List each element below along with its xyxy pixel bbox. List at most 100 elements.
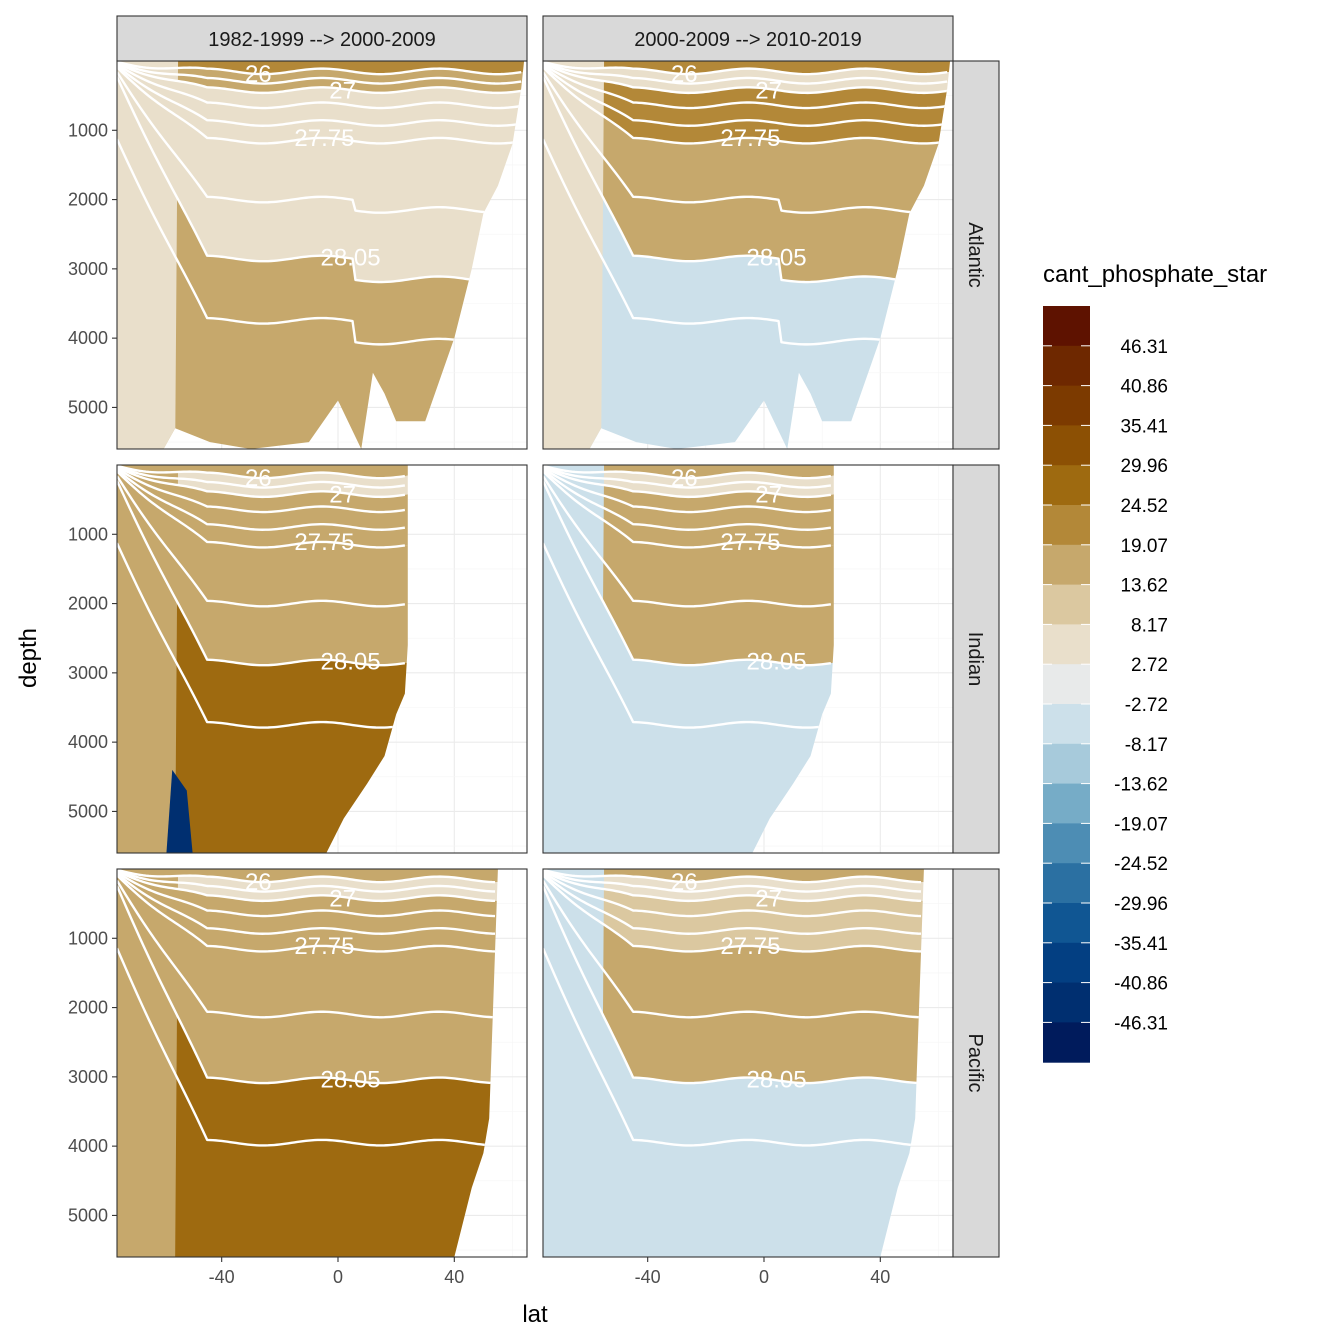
isopycnal-label: 27.75 [720,933,780,960]
facet-strip-column-label: 2000-2009 --> 2010-2019 [634,29,861,51]
legend-label: 40.86 [1120,377,1168,398]
band-upper-deep [543,471,834,666]
isopycnal-line [543,62,948,95]
legend-color-bin [1043,783,1090,824]
isopycnal-label: 27 [329,885,356,912]
isopycnal-line [543,871,922,918]
panel-indian-1: 26 27 27.75 28.05 [116,464,528,854]
isopycnal-line [117,871,496,918]
isopycnal-line [117,475,406,608]
band-deep [543,480,834,853]
legend-label: 29.96 [1120,456,1168,477]
isopycnal-label: 26 [671,61,698,88]
isopycnal-line [543,880,922,1019]
isopycnal-line [543,874,922,953]
legend-label: -19.07 [1114,814,1168,835]
facet-strip-row-label: Pacific [964,1034,986,1093]
legend-label: -35.41 [1114,934,1168,955]
x-tick-label: -40 [635,1267,661,1287]
band-abyssal-anomaly [166,769,193,853]
isopycnal-label: 26 [671,869,698,896]
isopycnal-line [543,465,832,489]
isopycnal-line [543,480,832,667]
y-tick-label: 5000 [68,1205,108,1225]
isopycnal-line [117,874,496,953]
panel-pacific-2: 26 27 27.75 28.05 [542,868,954,1258]
isopycnal-line [543,869,922,893]
isopycnal-line [117,870,496,903]
band-deep [543,76,951,449]
y-tick-label: 3000 [68,1067,108,1087]
legend-color-bin [1043,505,1090,546]
isopycnal-line [117,65,522,127]
y-tick-label: 1000 [68,120,108,140]
band-southern-column [543,61,951,449]
facet-strip-row-label: Indian [964,632,986,687]
legend-label: 35.41 [1120,416,1168,437]
y-tick-label: 5000 [68,397,108,417]
legend-color-bin [1043,704,1090,745]
isopycnal-line [117,873,496,935]
isopycnal-line [117,63,522,110]
isopycnal-label: 26 [245,869,272,896]
isopycnal-line [543,466,832,499]
x-tick-label: 40 [870,1267,890,1287]
y-axis-title: depth [15,628,42,688]
legend-color-bin [1043,863,1090,904]
isopycnal-line [543,542,832,729]
legend-label: -13.62 [1114,775,1168,796]
isopycnal-line [117,947,496,1147]
y-tick-label: 4000 [68,732,108,752]
legend-label: 24.52 [1120,496,1168,517]
y-tick-label: 2000 [68,594,108,614]
strips-layer: 1982-1999 --> 2000-2009 2000-2009 --> 201… [116,15,1000,1258]
y-tick-label: 4000 [68,1136,108,1156]
legend-color-bin [1043,584,1090,625]
panel-border [116,464,528,854]
legend-label: 19.07 [1120,536,1168,557]
band-southern-column [117,61,525,449]
legend-color-bin [1043,425,1090,466]
isopycnal-label: 27 [755,481,782,508]
isopycnal-line [543,885,922,1085]
isopycnal-label: 27 [329,77,356,104]
legend-label: -46.31 [1114,1013,1168,1034]
isopycnal-line [543,71,948,214]
isopycnal-line [117,467,406,514]
facet-strip-row-label: Atlantic [964,222,986,288]
isopycnal-label: 27 [755,885,782,912]
legend-label: -2.72 [1125,695,1168,716]
isopycnal-line [543,66,948,145]
legend-color-bin [1043,1022,1090,1063]
isopycnal-label: 27 [755,77,782,104]
legend-color-bin [1043,823,1090,864]
band-southern-column [117,869,498,1257]
isopycnal-label: 27.75 [294,125,354,152]
band-deep [543,885,924,1257]
facet-strip-column-label: 1982-1999 --> 2000-2009 [208,29,435,51]
y-tick-label: 3000 [68,259,108,279]
facet-strip-row [952,464,1000,854]
isopycnal-line [543,465,832,480]
isopycnal-line [117,869,496,893]
isopycnal-label: 28.05 [321,1066,381,1093]
isopycnal-line [543,65,948,127]
legend-label: -24.52 [1114,854,1168,875]
isopycnal-line [117,465,406,489]
y-tick-label: 1000 [68,928,108,948]
band-southern-column [543,465,834,853]
isopycnal-line [543,61,948,76]
isopycnal-line [543,873,922,935]
legend-label: 13.62 [1120,576,1168,597]
band-deep [117,480,408,853]
y-tick-label: 3000 [68,663,108,683]
y-tick-label: 2000 [68,998,108,1018]
isopycnal-line [543,467,832,514]
isopycnal-label: 28.05 [747,648,807,675]
legend-label: 2.72 [1131,655,1168,676]
band-deep [117,885,498,1257]
band-upper-deep [117,875,498,1084]
isopycnal-line [117,76,522,284]
facet-strip-column [116,15,528,62]
band-southern-column [543,869,924,1257]
